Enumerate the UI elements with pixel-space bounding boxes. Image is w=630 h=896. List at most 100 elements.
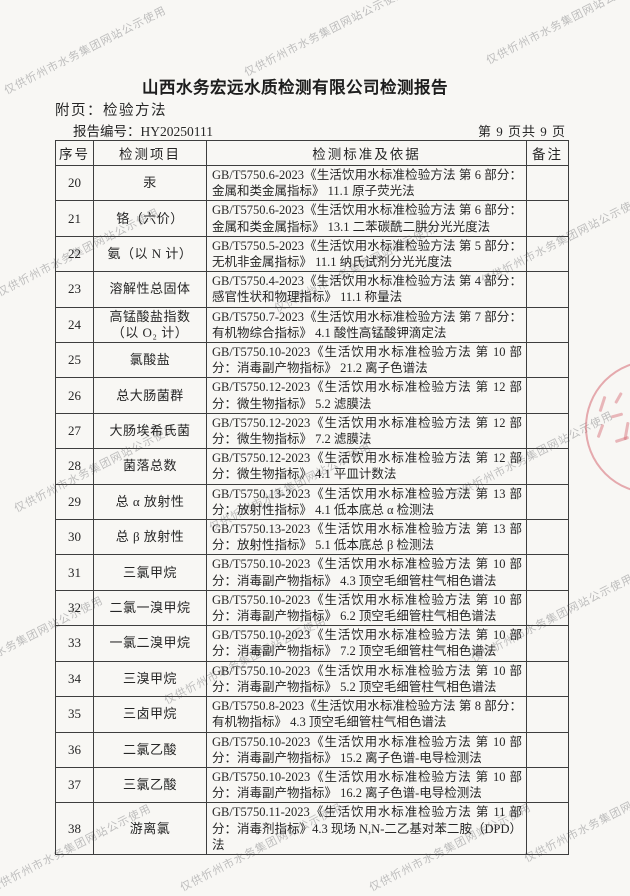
remark-cell: [526, 483, 569, 521]
seal-glyph-stroke: [614, 435, 630, 444]
table-header-row: 序号 检测项目 检测标准及依据 备注: [55, 140, 569, 166]
row-serial-number: 37: [55, 766, 94, 804]
test-item-name: 一氯二溴甲烷: [93, 625, 207, 662]
report-title: 山西水务宏远水质检测有限公司检测报告: [142, 78, 448, 97]
remark-cell: [526, 802, 569, 855]
col-header-serial: 序号: [55, 140, 94, 166]
test-item-name: 总 α 放射性: [93, 483, 207, 521]
row-serial-number: 26: [55, 377, 94, 414]
watermark-text: 仅供忻州市水务集团网站公示使用: [484, 0, 630, 68]
test-item-name: 二氯一溴甲烷: [93, 589, 207, 627]
table-row: 24 高锰酸盐指数 （以 O₂ 计） GB/T5750.7-2023《生活饮用水…: [55, 306, 569, 344]
table-row: 36 二氯乙酸 GB/T5750.10-2023《生活饮用水标准检验方法 第 1…: [55, 731, 569, 768]
row-serial-number: 25: [55, 342, 94, 379]
test-item-name: 三溴甲烷: [93, 660, 207, 698]
remark-cell: [526, 589, 569, 627]
row-serial-number: 31: [55, 554, 94, 591]
test-standard-text: GB/T5750.4-2023《生活饮用水标准检验方法 第 4 部分：感官性状和…: [206, 271, 527, 308]
table-row: 35 三卤甲烷 GB/T5750.8-2023《生活饮用水标准检验方法 第 8 …: [55, 696, 569, 733]
remark-cell: [526, 235, 569, 273]
table-row: 34 三溴甲烷 GB/T5750.10-2023《生活饮用水标准检验方法 第 1…: [55, 660, 569, 698]
test-standard-text: GB/T5750.10-2023《生活饮用水标准检验方法 第 10 部分：消毒副…: [206, 625, 527, 662]
page-indicator: 第 9 页共 9 页: [478, 124, 567, 139]
test-standard-text: GB/T5750.10-2023《生活饮用水标准检验方法 第 10 部分：消毒副…: [206, 731, 527, 768]
table-row: 32 二氯一溴甲烷 GB/T5750.10-2023《生活饮用水标准检验方法 第…: [55, 589, 569, 627]
test-standard-text: GB/T5750.12-2023《生活饮用水标准检验方法 第 12 部分：微生物…: [206, 412, 527, 450]
appendix-label: 附页：检验方法: [55, 103, 167, 119]
test-item-name: 氨（以 N 计）: [93, 235, 207, 273]
row-serial-number: 34: [55, 660, 94, 698]
table-row: 25 氯酸盐 GB/T5750.10-2023《生活饮用水标准检验方法 第 10…: [55, 342, 569, 379]
row-serial-number: 27: [55, 412, 94, 450]
row-serial-number: 36: [55, 731, 94, 768]
test-item-name: 三氯乙酸: [93, 766, 207, 804]
table-row: 26 总大肠菌群 GB/T5750.12-2023《生活饮用水标准检验方法 第 …: [55, 377, 569, 414]
test-item-name: 三卤甲烷: [93, 696, 207, 733]
row-serial-number: 30: [55, 519, 94, 556]
test-standard-text: GB/T5750.10-2023《生活饮用水标准检验方法 第 10 部分：消毒副…: [206, 589, 527, 627]
row-serial-number: 32: [55, 589, 94, 627]
test-item-name: 铬（六价）: [93, 200, 207, 237]
row-serial-number: 29: [55, 483, 94, 521]
test-standard-text: GB/T5750.6-2023《生活饮用水标准检验方法 第 6 部分：金属和类金…: [206, 200, 527, 237]
remark-cell: [526, 306, 569, 344]
remark-cell: [526, 200, 569, 237]
table-row: 22 氨（以 N 计） GB/T5750.5-2023《生活饮用水标准检验方法 …: [55, 235, 569, 273]
test-item-name: 菌落总数: [93, 448, 207, 485]
test-standard-text: GB/T5750.10-2023《生活饮用水标准检验方法 第 10 部分：消毒副…: [206, 554, 527, 591]
test-standard-text: GB/T5750.5-2023《生活饮用水标准检验方法 第 5 部分：无机非金属…: [206, 235, 527, 273]
row-serial-number: 33: [55, 625, 94, 662]
table-row: 27 大肠埃希氏菌 GB/T5750.12-2023《生活饮用水标准检验方法 第…: [55, 412, 569, 450]
remark-cell: [526, 554, 569, 591]
test-standard-text: GB/T5750.12-2023《生活饮用水标准检验方法 第 12 部分：微生物…: [206, 448, 527, 485]
row-serial-number: 23: [55, 271, 94, 308]
seal-glyph-stroke: [598, 395, 607, 413]
test-standard-text: GB/T5750.10-2023《生活饮用水标准检验方法 第 10 部分：消毒副…: [206, 660, 527, 698]
test-item-name: 游离氯: [93, 802, 207, 855]
test-standard-text: GB/T5750.10-2023《生活饮用水标准检验方法 第 10 部分：消毒副…: [206, 766, 527, 804]
table-row: 20 汞 GB/T5750.6-2023《生活饮用水标准检验方法 第 6 部分：…: [55, 164, 569, 202]
remark-cell: [526, 412, 569, 450]
table-row: 38 游离氯 GB/T5750.11-2023《生活饮用水标准检验方法 第 11…: [55, 802, 569, 855]
test-standard-text: GB/T5750.6-2023《生活饮用水标准检验方法 第 6 部分：金属和类金…: [206, 164, 527, 202]
test-item-name: 汞: [93, 164, 207, 202]
seal-glyph-stroke: [596, 423, 605, 439]
test-standard-text: GB/T5750.13-2023《生活饮用水标准检验方法 第 13 部分：放射性…: [206, 483, 527, 521]
test-item-name: 三氯甲烷: [93, 554, 207, 591]
remark-cell: [526, 448, 569, 485]
seal-glyph-stroke: [610, 412, 624, 419]
test-standard-text: GB/T5750.8-2023《生活饮用水标准检验方法 第 8 部分：有机物指标…: [206, 696, 527, 733]
table-row: 37 三氯乙酸 GB/T5750.10-2023《生活饮用水标准检验方法 第 1…: [55, 766, 569, 804]
test-item-name: 总大肠菌群: [93, 377, 207, 414]
report-number: 报告编号：HY20250111: [73, 124, 213, 139]
test-standard-text: GB/T5750.10-2023《生活饮用水标准检验方法 第 10 部分：消毒副…: [206, 342, 527, 379]
row-serial-number: 35: [55, 696, 94, 733]
row-serial-number: 28: [55, 448, 94, 485]
remark-cell: [526, 731, 569, 768]
row-serial-number: 21: [55, 200, 94, 237]
table-row: 29 总 α 放射性 GB/T5750.13-2023《生活饮用水标准检验方法 …: [55, 483, 569, 521]
row-serial-number: 22: [55, 235, 94, 273]
remark-cell: [526, 164, 569, 202]
remark-cell: [526, 766, 569, 804]
remark-cell: [526, 625, 569, 662]
remark-cell: [526, 271, 569, 308]
test-item-name: 总 β 放射性: [93, 519, 207, 556]
row-serial-number: 38: [55, 802, 94, 855]
remark-cell: [526, 519, 569, 556]
remark-cell: [526, 660, 569, 698]
table-row: 28 菌落总数 GB/T5750.12-2023《生活饮用水标准检验方法 第 1…: [55, 448, 569, 485]
test-item-name: 高锰酸盐指数 （以 O₂ 计）: [93, 306, 207, 344]
table-row: 21 铬（六价） GB/T5750.6-2023《生活饮用水标准检验方法 第 6…: [55, 200, 569, 237]
row-serial-number: 24: [55, 306, 94, 344]
test-standard-text: GB/T5750.7-2023《生活饮用水标准检验方法 第 7 部分：有机物综合…: [206, 306, 527, 344]
remark-cell: [526, 342, 569, 379]
test-standard-text: GB/T5750.11-2023《生活饮用水标准检验方法 第 11 部分：消毒剂…: [206, 802, 527, 855]
remark-cell: [526, 377, 569, 414]
row-serial-number: 20: [55, 164, 94, 202]
test-standard-text: GB/T5750.13-2023《生活饮用水标准检验方法 第 13 部分：放射性…: [206, 519, 527, 556]
test-standard-text: GB/T5750.12-2023《生活饮用水标准检验方法 第 12 部分：微生物…: [206, 377, 527, 414]
test-item-name: 大肠埃希氏菌: [93, 412, 207, 450]
seal-glyph-stroke: [614, 392, 623, 404]
